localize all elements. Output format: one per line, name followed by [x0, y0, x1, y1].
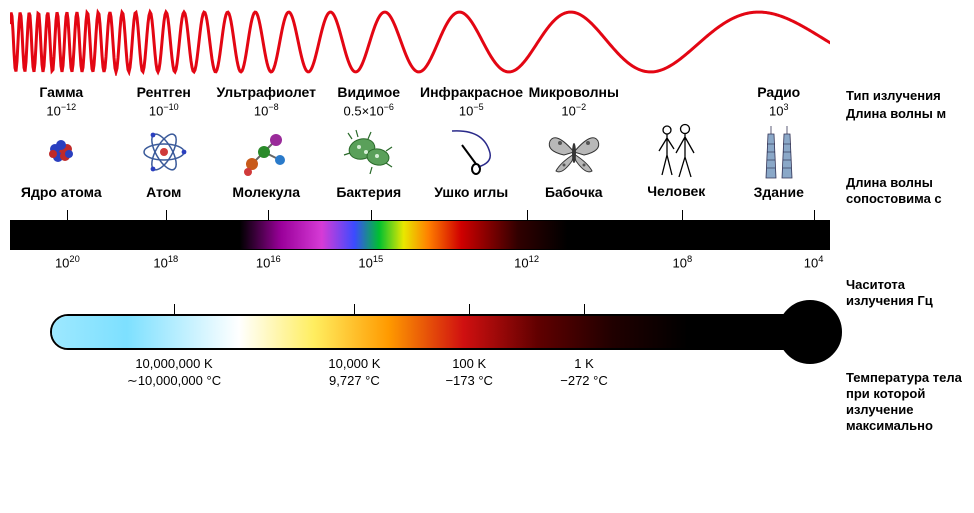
temperature-value: 10,000 K9,727 °C	[328, 356, 380, 389]
atom-icon	[113, 124, 216, 180]
spectrum-bar	[10, 220, 830, 250]
radiation-type-label	[625, 84, 728, 100]
building-icon	[728, 124, 831, 180]
columns-row: Гамма 10−12 Ядро атома Рентген 10−10 Ато…	[10, 84, 830, 200]
human-icon	[625, 123, 728, 179]
thermometer: 10,000,000 K∼10,000,000 °C 10,000 K9,727 …	[10, 304, 830, 396]
frequency-value: 1012	[514, 254, 539, 270]
spectrum-column: Микроволны 10−2 Бабочка	[523, 84, 626, 200]
comparable-label: Бактерия	[318, 184, 421, 200]
wavelength-value: 10−5	[420, 102, 523, 118]
molecule-icon	[215, 124, 318, 180]
radiation-type-label: Инфракрасное	[420, 84, 523, 100]
spectrum-column: Гамма 10−12 Ядро атома	[10, 84, 113, 200]
label-body-temp: Температура тела при которой излучение м…	[846, 370, 966, 435]
temperature-labels: 10,000,000 K∼10,000,000 °C 10,000 K9,727 …	[10, 356, 830, 396]
radiation-type-label: Видимое	[318, 84, 421, 100]
spectrum-tick	[67, 210, 68, 220]
label-radiation-type: Тип излучения	[846, 88, 966, 104]
spectrum-column: Человек	[625, 84, 728, 200]
comparable-label: Ядро атома	[10, 184, 113, 200]
thermometer-tube	[50, 314, 802, 350]
spectrum-column: Инфракрасное 10−5 Ушко иглы	[420, 84, 523, 200]
wavelength-value: 103	[728, 102, 831, 118]
bacteria-icon	[318, 124, 421, 180]
label-wavelength-m: Длина волны м	[846, 106, 966, 122]
radiation-type-label: Ультрафиолет	[215, 84, 318, 100]
thermometer-tick	[354, 304, 355, 314]
spectrum-tick	[527, 210, 528, 220]
temperature-value: 10,000,000 K∼10,000,000 °C	[127, 356, 221, 389]
frequency-value: 1015	[358, 254, 383, 270]
label-frequency-hz: Часитота излучения Гц	[846, 277, 966, 310]
spectrum-column: Видимое 0.5×10−6 Бактерия	[318, 84, 421, 200]
spectrum-tick	[268, 210, 269, 220]
wave-svg	[10, 8, 830, 76]
comparable-label: Бабочка	[523, 184, 626, 200]
wavelength-value: 10−8	[215, 102, 318, 118]
needle-icon	[420, 124, 523, 180]
spectrum-tick	[682, 210, 683, 220]
nucleus-icon	[10, 124, 113, 180]
wave-row	[10, 8, 830, 76]
spectrum: 1020 1018 1016 1015 1012 108 104	[10, 210, 830, 276]
side-labels: Тип излучения Длина волны м Длина волны …	[846, 88, 966, 435]
spectrum-tick	[166, 210, 167, 220]
thermometer-tick	[174, 304, 175, 314]
temperature-value: 1 K−272 °C	[560, 356, 607, 389]
radiation-type-label: Гамма	[10, 84, 113, 100]
thermometer-tick	[584, 304, 585, 314]
frequency-value: 1018	[153, 254, 178, 270]
wavelength-value: 0.5×10−6	[318, 102, 421, 118]
comparable-label: Человек	[625, 183, 728, 199]
wavelength-value: 10−2	[523, 102, 626, 118]
wavelength-value: 10−12	[10, 102, 113, 118]
frequency-value: 1020	[55, 254, 80, 270]
spectrum-tick	[371, 210, 372, 220]
comparable-label: Здание	[728, 184, 831, 200]
spectrum-column: Ультрафиолет 10−8 Молекула	[215, 84, 318, 200]
spectrum-column: Радио 103 Здание	[728, 84, 831, 200]
radiation-type-label: Микроволны	[523, 84, 626, 100]
spectrum-tick	[814, 210, 815, 220]
frequency-value: 104	[804, 254, 824, 270]
label-comparable-with: Длина волны сопостовима с	[846, 175, 966, 208]
frequency-value: 108	[673, 254, 693, 270]
wavelength-value: 10−10	[113, 102, 216, 118]
thermometer-tick	[469, 304, 470, 314]
comparable-label: Ушко иглы	[420, 184, 523, 200]
butterfly-icon	[523, 124, 626, 180]
comparable-label: Атом	[113, 184, 216, 200]
radiation-type-label: Рентген	[113, 84, 216, 100]
thermometer-bulb	[778, 300, 842, 364]
frequency-value: 1016	[256, 254, 281, 270]
radiation-type-label: Радио	[728, 84, 831, 100]
comparable-label: Молекула	[215, 184, 318, 200]
frequency-labels: 1020 1018 1016 1015 1012 108 104	[10, 254, 830, 276]
spectrum-column: Рентген 10−10 Атом	[113, 84, 216, 200]
temperature-value: 100 K−173 °C	[445, 356, 492, 389]
wavelength-value	[625, 102, 728, 117]
